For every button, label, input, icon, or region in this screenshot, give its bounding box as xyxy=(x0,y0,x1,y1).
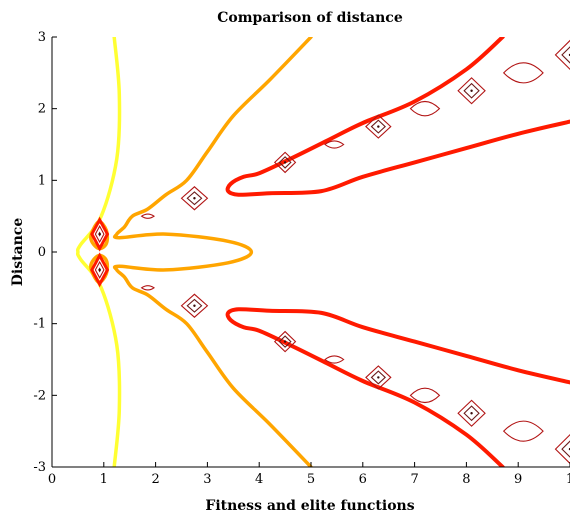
peak-contour xyxy=(365,114,392,139)
peak-contour xyxy=(561,46,570,64)
blob-contour xyxy=(502,420,544,442)
peak-contour xyxy=(370,119,386,134)
peak-contour xyxy=(554,433,570,465)
x-tick-label: 0 xyxy=(48,472,56,487)
contour-line-level3 xyxy=(225,37,570,197)
x-tick-label: 7 xyxy=(410,472,418,487)
peak-contour xyxy=(463,405,480,422)
chart-title: Comparison of distance xyxy=(217,10,403,26)
x-tick-label: 1 xyxy=(100,472,108,487)
peak-contour xyxy=(90,216,110,252)
x-tick-label: 4 xyxy=(255,472,263,487)
y-tick-label: 3 xyxy=(38,30,46,45)
contour-line-level1 xyxy=(75,37,122,467)
peak-contour xyxy=(278,335,292,348)
contour-line-level2 xyxy=(112,37,313,467)
y-tick-label: -2 xyxy=(33,388,46,403)
x-tick-label: 1 xyxy=(566,472,570,487)
peak-contour xyxy=(561,440,570,458)
blob-contour xyxy=(324,140,345,149)
peak-contour xyxy=(186,191,203,206)
y-tick-label: 0 xyxy=(38,245,46,260)
peak-contour xyxy=(90,252,110,288)
peak-contour xyxy=(180,186,209,211)
contour-layer xyxy=(75,37,570,467)
peak-contour xyxy=(273,151,297,174)
x-tick-label: 6 xyxy=(359,472,367,487)
peak-center xyxy=(283,161,287,164)
blob-contour xyxy=(324,355,345,364)
peak-contour xyxy=(554,39,570,71)
x-tick-label: 5 xyxy=(307,472,315,487)
blob-contour xyxy=(140,213,156,219)
x-tick-label: 2 xyxy=(151,472,159,487)
blob-contour xyxy=(140,285,156,291)
peak-center xyxy=(470,412,473,415)
x-axis-label: Fitness and elite functions xyxy=(205,498,414,514)
peak-center xyxy=(283,340,287,343)
y-tick-label: 1 xyxy=(38,173,46,188)
x-tick-label: 9 xyxy=(514,472,522,487)
peak-contour xyxy=(365,365,392,390)
peak-center xyxy=(98,232,101,236)
peak-center xyxy=(98,268,101,272)
y-tick-label: -1 xyxy=(33,317,46,332)
contour-line-level3 xyxy=(225,307,570,467)
blob-contour xyxy=(502,62,544,84)
y-axis-label: Distance xyxy=(10,218,26,287)
peak-contour xyxy=(94,225,105,244)
axes: 0 1 2 3 4 5 6 7 8 9 1 -3 -2 -1 0 1 2 3 xyxy=(33,30,570,487)
peak-center xyxy=(193,304,196,307)
peak-center xyxy=(193,197,196,200)
peak-center xyxy=(377,125,380,128)
peak-contour xyxy=(273,330,297,353)
peak-center xyxy=(377,376,380,379)
plot-area xyxy=(52,37,570,467)
peak-contour xyxy=(370,370,386,385)
blob-contour xyxy=(409,387,441,404)
peak-contour xyxy=(94,260,105,279)
peak-contour xyxy=(463,82,480,99)
x-tick-label: 8 xyxy=(462,472,470,487)
peak-contour xyxy=(457,399,486,427)
peak-contour xyxy=(186,298,203,313)
peak-contour xyxy=(457,77,486,105)
peak-contour xyxy=(180,293,209,318)
blob-contour xyxy=(409,100,441,117)
peak-center xyxy=(470,89,473,92)
peak-contour xyxy=(278,156,292,169)
y-tick-label: -3 xyxy=(33,460,46,475)
y-tick-label: 2 xyxy=(38,102,46,117)
x-tick-label: 3 xyxy=(203,472,211,487)
